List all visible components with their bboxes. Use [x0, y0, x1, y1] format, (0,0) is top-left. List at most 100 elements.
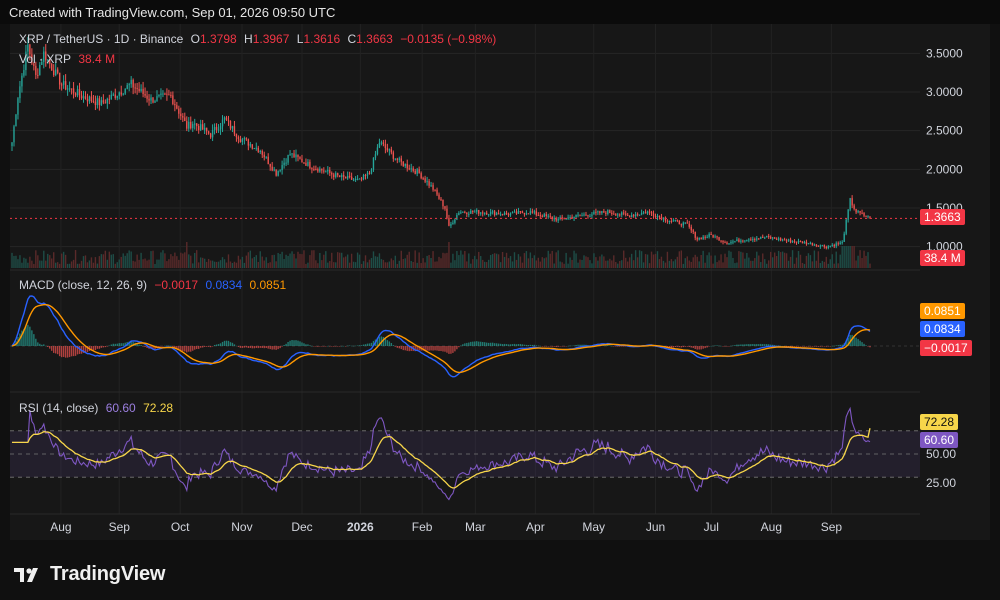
candle-body [378, 143, 381, 148]
chart-area[interactable]: Aug Sep Oct Nov Dec 2026 Feb Mar Apr May Jun Jul Aug… [10, 24, 920, 540]
macd-histogram-bar [613, 346, 615, 347]
high-label: H [244, 32, 253, 46]
macd-histogram-bar [505, 344, 508, 346]
symbol-label[interactable]: XRP / TetherUS · 1D · Binance [19, 32, 184, 46]
volume-bar [53, 252, 55, 268]
close-label: C [347, 32, 357, 46]
macd-histogram-bar [45, 345, 47, 347]
candle-body [299, 157, 301, 159]
macd-histogram-bar [29, 326, 31, 346]
candle-body [686, 222, 688, 224]
watermark-text: Created with TradingView.com, Sep 01, 20… [9, 5, 336, 20]
macd-histogram-bar [722, 346, 724, 347]
candle-body [835, 243, 837, 247]
candle-body [799, 240, 802, 242]
volume-bars [11, 242, 871, 268]
macd-histogram-bar [209, 346, 212, 348]
rsi-label[interactable]: RSI (14, close) [19, 401, 99, 415]
candle-body [517, 211, 520, 214]
macd-histogram-bar [122, 343, 124, 346]
time-tick-label: 2026 [347, 520, 374, 534]
candle-body [736, 239, 738, 242]
candle-body [148, 98, 150, 101]
volume-bar [648, 263, 651, 268]
candle-body [561, 217, 563, 219]
volume-bar [480, 256, 482, 268]
macd-histogram-bar [49, 346, 51, 349]
macd-histogram-bar [813, 346, 816, 347]
candle-body [636, 214, 639, 216]
macd-histogram-bar [303, 343, 305, 346]
candle-body [547, 215, 549, 217]
candle-body [134, 87, 136, 89]
macd-histogram-bar [476, 341, 478, 346]
volume-bar [325, 251, 327, 268]
candle-body [269, 163, 271, 167]
volume-bar [96, 263, 99, 268]
macd-histogram-bar [742, 344, 744, 346]
macd-histogram-bar [668, 346, 671, 348]
rsi-legend: RSI (14, close) 60.60 72.28 [19, 401, 177, 415]
candle-body [152, 97, 154, 103]
open-label: O [190, 32, 200, 46]
macd-histogram-bar [489, 342, 492, 346]
macd-histogram-bar [825, 346, 827, 347]
candle-body [825, 246, 827, 249]
volume-bar [414, 250, 416, 268]
price-axis[interactable]: 1.0000 1.5000 2.0000 2.5000 3.0000 3.5000 25.0… [920, 24, 990, 540]
candle-body [74, 93, 77, 96]
macd-histogram-bar [307, 344, 309, 346]
volume-bar [507, 258, 510, 268]
macd-histogram-bar [571, 345, 573, 347]
volume-bar [531, 258, 534, 268]
tradingview-logo[interactable]: TradingView [14, 563, 165, 586]
volume-bar [255, 255, 257, 268]
macd-histogram-bar [859, 340, 861, 346]
candle-body [35, 65, 37, 75]
macd-histogram-bar [515, 344, 518, 346]
candle-body [807, 243, 810, 245]
candle-body [750, 239, 752, 241]
macd-histogram-bar [176, 346, 178, 349]
volume-bar [331, 252, 333, 268]
macd-histogram-bar [39, 343, 41, 346]
macd-histogram-bar [92, 346, 95, 351]
candle-body [865, 215, 867, 217]
candle-body [374, 154, 377, 158]
macd-histogram-bar [402, 346, 404, 351]
candle-body [444, 206, 446, 209]
volume-bar [762, 253, 764, 268]
volume-bar [313, 250, 315, 268]
chart-plot[interactable]: Aug Sep Oct Nov Dec 2026 Feb Mar Apr May Jun Jul Aug… [10, 24, 920, 540]
candle-body [771, 237, 774, 239]
volume-bar [640, 251, 643, 268]
macd-histogram-bar [684, 346, 686, 347]
candle-body [356, 178, 359, 180]
candle-body [589, 215, 591, 217]
candle-body [88, 96, 91, 102]
time-tick-label: Jun [646, 520, 665, 534]
candle-body [813, 244, 816, 246]
volume-bar [74, 250, 77, 268]
volume-bar [702, 250, 704, 268]
volume-bar [39, 260, 41, 268]
macd-histogram-bar [273, 346, 275, 350]
macd-histogram-bar [605, 345, 607, 346]
volume-bar [70, 261, 73, 268]
candle-body [13, 126, 15, 143]
candle-body [64, 81, 67, 90]
candle-body [666, 220, 669, 222]
candle-body [644, 212, 647, 214]
volume-bar [440, 258, 442, 268]
macd-histogram-bar [51, 346, 53, 351]
macd-histogram-bar [841, 344, 843, 346]
macd-histogram-bar [497, 343, 500, 346]
volume-label[interactable]: Vol · XRP [19, 52, 72, 66]
macd-histogram-bar [775, 345, 778, 346]
macd-histogram-bar [672, 346, 675, 348]
volume-bar [213, 261, 216, 268]
macd-label[interactable]: MACD (close, 12, 26, 9) [19, 278, 148, 292]
macd-histogram-bar [857, 339, 859, 346]
volume-bar [221, 257, 224, 268]
candle-body [692, 230, 694, 232]
